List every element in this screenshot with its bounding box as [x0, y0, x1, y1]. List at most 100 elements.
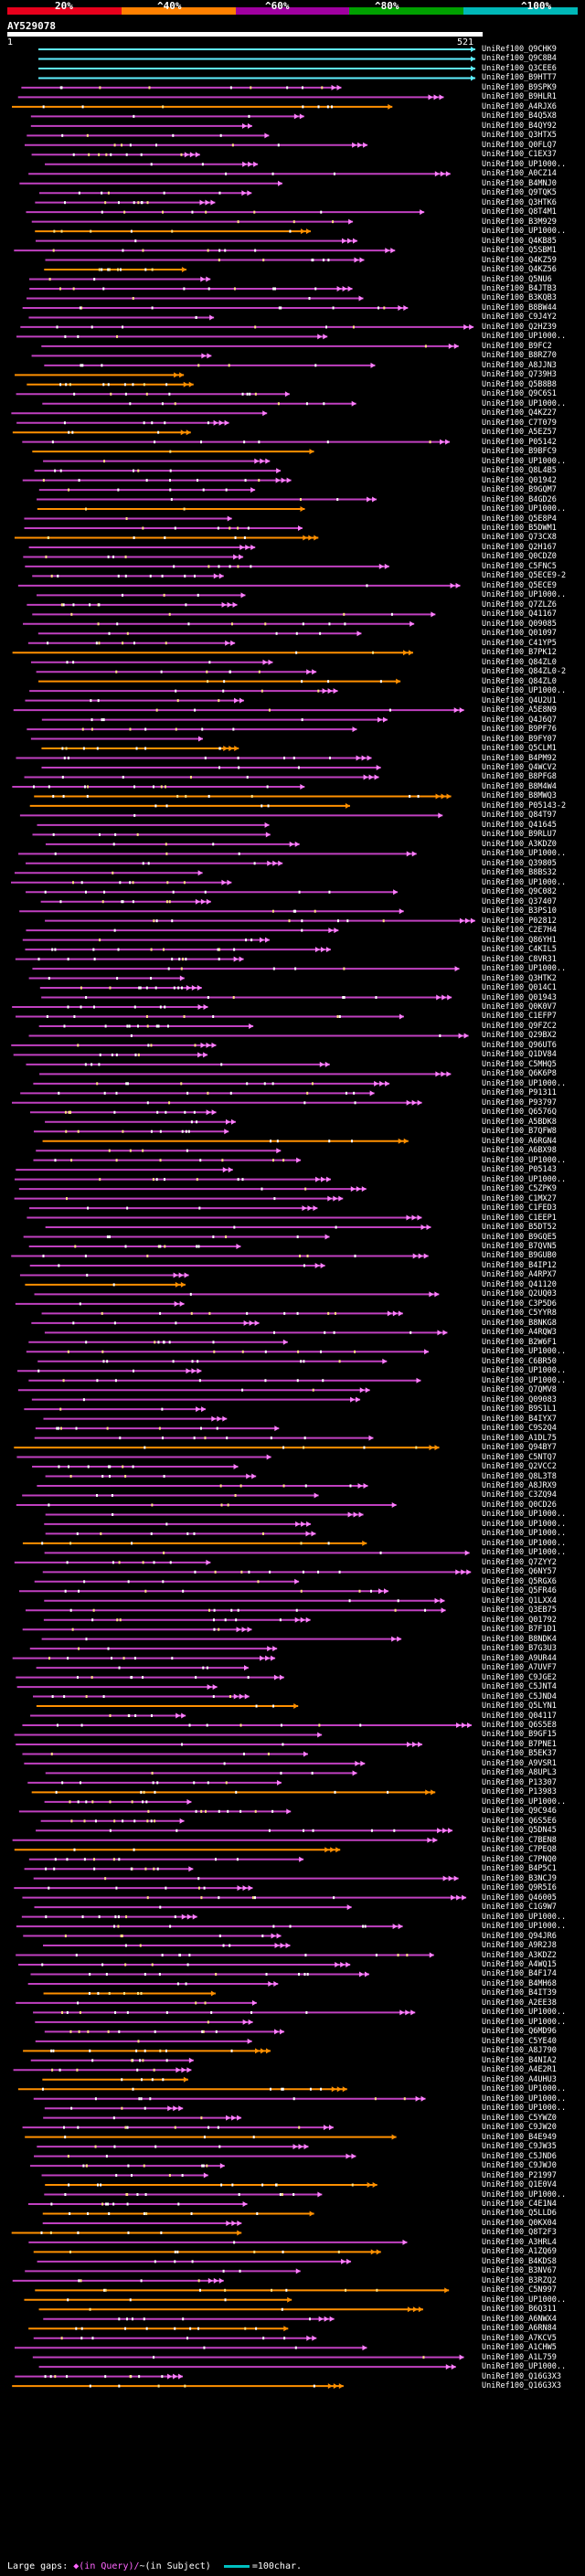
hit-row[interactable] — [25, 2134, 397, 2140]
hit-label[interactable]: UniRef100_A8J790 — [482, 2046, 557, 2056]
hit-row[interactable] — [26, 860, 283, 866]
hit-row[interactable] — [25, 563, 389, 569]
hit-label[interactable]: UniRef100_UP1000.. — [482, 1548, 567, 1558]
hit-row[interactable] — [17, 2086, 347, 2093]
hit-row[interactable] — [45, 841, 300, 847]
hit-row[interactable] — [33, 2095, 426, 2102]
hit-label[interactable]: UniRef100_UP1000.. — [482, 1366, 567, 1376]
hit-label[interactable]: UniRef100_B4QY92 — [482, 121, 557, 131]
hit-row[interactable] — [14, 1445, 440, 1451]
hit-label[interactable]: UniRef100_Q84ZL0 — [482, 657, 557, 667]
hit-label[interactable]: UniRef100_P13983 — [482, 1787, 557, 1797]
hit-row[interactable] — [16, 391, 290, 398]
hit-row[interactable] — [25, 697, 245, 704]
hit-label[interactable]: UniRef100_UP1000.. — [482, 2362, 567, 2372]
hit-row[interactable] — [11, 1099, 422, 1106]
hit-row[interactable] — [34, 1291, 440, 1298]
hit-label[interactable]: UniRef100_B9GQM7 — [482, 485, 557, 495]
hit-label[interactable]: UniRef100_UP1000.. — [482, 1375, 567, 1385]
hit-label[interactable]: UniRef100_A2EE38 — [482, 1998, 557, 2008]
hit-row[interactable] — [37, 1358, 388, 1364]
hit-row[interactable] — [24, 2296, 292, 2303]
hit-label[interactable]: UniRef100_Q5E8P4 — [482, 514, 557, 524]
hit-label[interactable]: UniRef100_C1FED3 — [482, 1203, 557, 1214]
hit-row[interactable] — [17, 94, 444, 101]
hit-label[interactable]: UniRef100_UP1000.. — [482, 2008, 567, 2018]
hit-row[interactable] — [13, 2067, 192, 2073]
hit-label[interactable]: UniRef100_UP1000.. — [482, 1347, 567, 1357]
hit-row[interactable] — [29, 286, 353, 292]
hit-label[interactable]: UniRef100_Q5LYN1 — [482, 1701, 557, 1712]
hit-row[interactable] — [28, 2239, 408, 2245]
hit-row[interactable] — [22, 1627, 252, 1633]
hit-label[interactable]: UniRef100_Q6MD96 — [482, 2027, 557, 2037]
hit-row[interactable] — [15, 956, 244, 962]
hit-label[interactable]: UniRef100_Q6576Q — [482, 1108, 557, 1118]
hit-label[interactable]: UniRef100_UP1000.. — [482, 1155, 567, 1165]
hit-row[interactable] — [24, 1760, 366, 1766]
hit-label[interactable]: UniRef100_B7G3U3 — [482, 1644, 557, 1654]
hit-row[interactable] — [38, 47, 475, 52]
hit-label[interactable]: UniRef100_C9JGE2 — [482, 1672, 557, 1682]
hit-row[interactable] — [14, 1195, 344, 1202]
hit-label[interactable]: UniRef100_B9HTT7 — [482, 73, 557, 83]
hit-label[interactable]: UniRef100_Q2HZ39 — [482, 322, 557, 332]
hit-label[interactable]: UniRef100_Q3EB75 — [482, 1606, 557, 1616]
hit-label[interactable]: UniRef100_Q5RGX6 — [482, 1576, 557, 1586]
hit-row[interactable] — [28, 1377, 421, 1383]
hit-label[interactable]: UniRef100_Q04117 — [482, 1711, 557, 1721]
hit-label[interactable]: UniRef100_C5YE40 — [482, 2036, 557, 2046]
hit-row[interactable] — [44, 2029, 285, 2035]
hit-label[interactable]: UniRef100_A3KDZ0 — [482, 839, 557, 849]
hit-row[interactable] — [29, 1646, 278, 1652]
hit-label[interactable]: UniRef100_UP1000.. — [482, 1174, 567, 1184]
hit-label[interactable]: UniRef100_B3M929 — [482, 217, 557, 227]
hit-row[interactable] — [28, 975, 185, 981]
hit-label[interactable]: UniRef100_Q2UQ03 — [482, 1289, 557, 1299]
hit-label[interactable]: UniRef100_C5YWZ0 — [482, 2113, 557, 2123]
hit-label[interactable]: UniRef100_Q84T97 — [482, 811, 557, 821]
hit-row[interactable] — [38, 1023, 254, 1029]
hit-row[interactable] — [36, 592, 246, 599]
hit-row[interactable] — [12, 2383, 344, 2390]
hit-row[interactable] — [25, 2268, 301, 2274]
hit-row[interactable] — [29, 1205, 318, 1212]
hit-label[interactable]: UniRef100_Q5SBM1 — [482, 246, 557, 256]
hit-row[interactable] — [35, 2019, 253, 2025]
hit-row[interactable] — [18, 1962, 351, 1967]
hit-label[interactable]: UniRef100_A4RJX6 — [482, 101, 557, 111]
hit-row[interactable] — [22, 304, 409, 311]
hit-row[interactable] — [31, 152, 200, 158]
hit-row[interactable] — [14, 870, 203, 876]
hit-label[interactable]: UniRef100_Q09085 — [482, 619, 557, 629]
hit-label[interactable]: UniRef100_B9GF15 — [482, 1730, 557, 1740]
hit-label[interactable]: UniRef100_Q6S5E6 — [482, 1816, 557, 1826]
hit-row[interactable] — [44, 1798, 192, 1805]
hit-row[interactable] — [15, 1300, 185, 1307]
hit-row[interactable] — [33, 2249, 381, 2255]
hit-label[interactable]: UniRef100_Q0CDZ0 — [482, 552, 557, 562]
hit-label[interactable]: UniRef100_B8BW44 — [482, 302, 557, 313]
hit-row[interactable] — [28, 1244, 241, 1249]
hit-label[interactable]: UniRef100_UP1000.. — [482, 398, 567, 408]
hit-row[interactable] — [42, 2210, 314, 2217]
hit-row[interactable] — [23, 554, 244, 560]
hit-label[interactable]: UniRef100_C1EX37 — [482, 150, 557, 160]
hit-row[interactable] — [35, 2038, 252, 2044]
hit-label[interactable]: UniRef100_B4NIA2 — [482, 2055, 557, 2065]
hit-label[interactable]: UniRef100_C5ZPK9 — [482, 1184, 557, 1194]
hit-row[interactable] — [11, 1253, 429, 1259]
hit-row[interactable] — [23, 1234, 330, 1240]
hit-label[interactable]: UniRef100_A1ZQ69 — [482, 2247, 557, 2257]
hit-label[interactable]: UniRef100_UP1000.. — [482, 456, 567, 466]
hit-row[interactable] — [11, 2230, 242, 2236]
hit-label[interactable]: UniRef100_B9HLR1 — [482, 92, 557, 102]
hit-row[interactable] — [33, 1157, 302, 1163]
hit-row[interactable] — [28, 544, 256, 550]
hit-label[interactable]: UniRef100_B4IP12 — [482, 1260, 557, 1270]
hit-row[interactable] — [25, 1607, 446, 1614]
hit-row[interactable] — [24, 1406, 207, 1413]
hit-row[interactable] — [41, 1310, 403, 1317]
hit-row[interactable] — [14, 1885, 253, 1892]
hit-label[interactable]: UniRef100_B4GD26 — [482, 494, 557, 504]
